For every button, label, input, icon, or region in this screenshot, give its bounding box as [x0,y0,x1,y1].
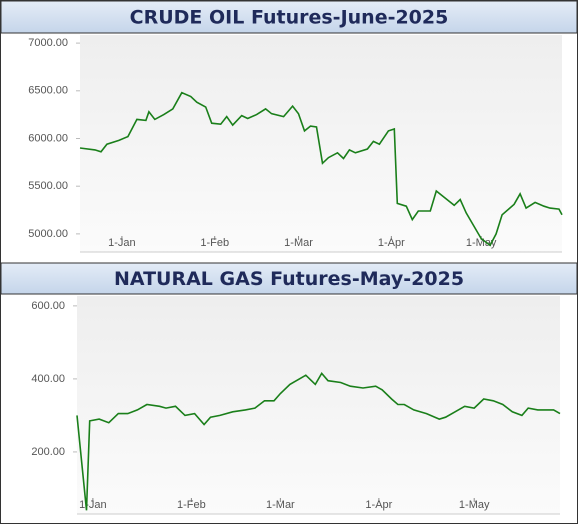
x-tick-label: 1-Jan [79,499,107,511]
chart-title: CRUDE OIL Futures-June-2025 [130,7,449,29]
x-tick-label: 1-Mar [266,499,295,511]
y-tick-label: 600.00 [31,300,65,312]
x-tick-label: 1-Mar [284,237,313,249]
x-tick-label: 1-Jan [108,237,136,249]
y-tick-label: 6500.00 [28,85,68,97]
x-tick-label: 1-May [459,499,490,511]
chart-title: NATURAL GAS Futures-May-2025 [114,268,464,290]
y-tick-label: 5000.00 [28,228,68,240]
x-tick-label: 1-May [466,237,497,249]
y-tick-label: 200.00 [31,446,65,458]
x-tick-label: 1-Feb [177,499,206,511]
x-tick-label: 1-Apr [378,237,405,249]
plot-area [77,296,560,514]
title-bar [0,0,578,34]
title-bar [0,262,578,295]
y-tick-label: 6000.00 [28,132,68,144]
price-line [79,91,563,247]
plot-area [80,35,562,252]
x-tick-label: 1-Apr [365,499,392,511]
x-tick-label: 1-Feb [200,237,229,249]
y-tick-label: 5500.00 [28,180,68,192]
price-line [76,372,561,511]
y-tick-label: 7000.00 [28,37,68,49]
y-tick-label: 400.00 [31,373,65,385]
